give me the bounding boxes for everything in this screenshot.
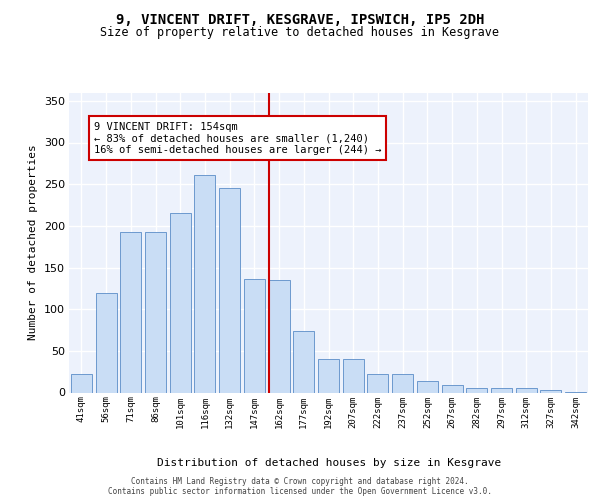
Bar — [442, 385, 463, 392]
Bar — [170, 214, 191, 392]
Text: 9, VINCENT DRIFT, KESGRAVE, IPSWICH, IP5 2DH: 9, VINCENT DRIFT, KESGRAVE, IPSWICH, IP5… — [116, 12, 484, 26]
Bar — [120, 232, 141, 392]
Bar — [343, 359, 364, 392]
Bar — [194, 175, 215, 392]
Y-axis label: Number of detached properties: Number of detached properties — [28, 144, 38, 340]
Text: Contains HM Land Registry data © Crown copyright and database right 2024.
Contai: Contains HM Land Registry data © Crown c… — [108, 476, 492, 496]
Bar — [145, 232, 166, 392]
Bar — [95, 292, 116, 392]
Bar — [244, 279, 265, 392]
Bar — [269, 280, 290, 392]
Bar — [417, 381, 438, 392]
Text: 9 VINCENT DRIFT: 154sqm
← 83% of detached houses are smaller (1,240)
16% of semi: 9 VINCENT DRIFT: 154sqm ← 83% of detache… — [94, 122, 381, 155]
Bar — [516, 388, 537, 392]
Text: Size of property relative to detached houses in Kesgrave: Size of property relative to detached ho… — [101, 26, 499, 39]
Bar — [219, 188, 240, 392]
Bar — [318, 359, 339, 392]
Bar — [491, 388, 512, 392]
Bar — [367, 374, 388, 392]
Bar — [541, 390, 562, 392]
Bar — [293, 331, 314, 392]
Bar — [71, 374, 92, 392]
Bar — [466, 388, 487, 392]
Bar — [392, 374, 413, 392]
Text: Distribution of detached houses by size in Kesgrave: Distribution of detached houses by size … — [157, 458, 501, 468]
